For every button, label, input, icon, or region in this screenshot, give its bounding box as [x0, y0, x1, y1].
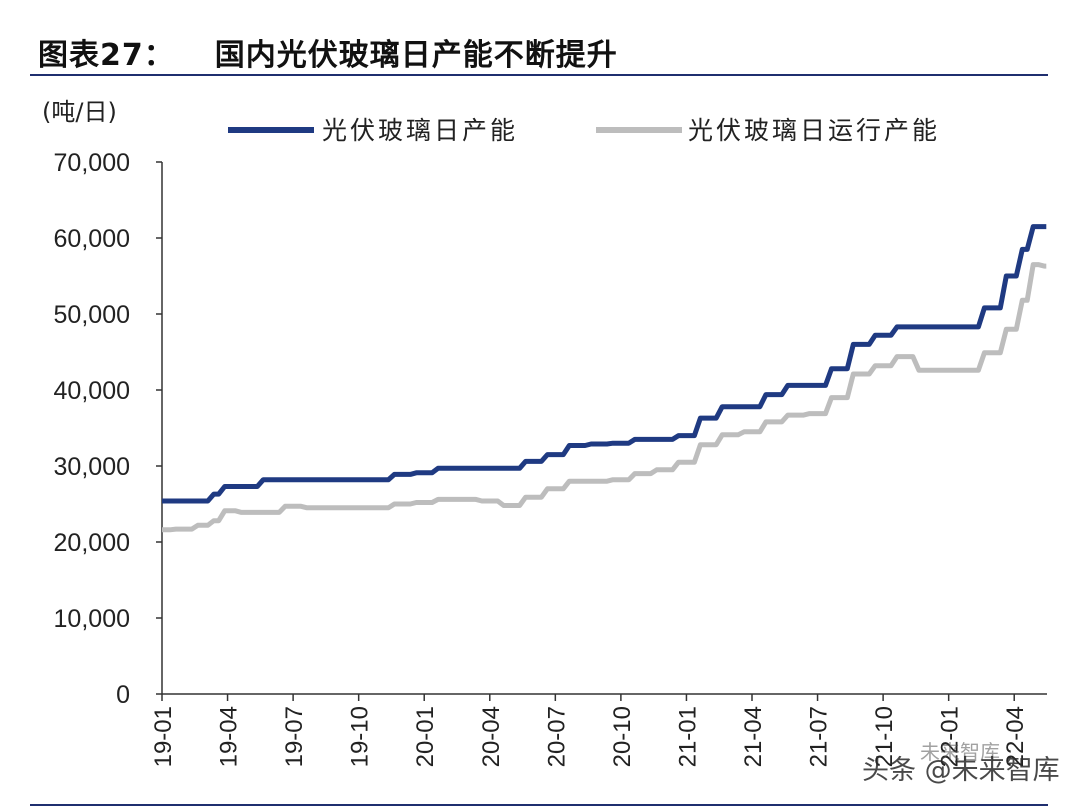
series-line-2: [162, 262, 1047, 533]
title-divider: [30, 74, 1048, 76]
legend-label-1: 光伏玻璃日产能: [322, 116, 518, 145]
y-tick-label: 20,000: [54, 529, 130, 557]
chart-lines: [162, 224, 1047, 533]
x-tick-label: 20-07: [543, 706, 570, 767]
x-tick-label: 22-01: [937, 706, 964, 767]
x-tick-label: 20-10: [609, 706, 636, 767]
figure-title-text: 国内光伏玻璃日产能不断提升: [214, 38, 618, 73]
x-tick-label: 19-10: [347, 706, 374, 767]
figure-title: 图表27： 国内光伏玻璃日产能不断提升: [38, 30, 618, 74]
x-tick-label: 21-10: [871, 706, 898, 767]
x-tick-label: 21-01: [674, 706, 701, 767]
watermark-text: 头条 @未来智库: [862, 755, 1060, 786]
y-tick-label: 40,000: [54, 377, 130, 405]
x-tick-label: 19-04: [216, 706, 243, 767]
x-tick-label: 20-01: [412, 706, 439, 767]
figure-label: 图表27：: [38, 38, 175, 73]
legend-label-2: 光伏玻璃日运行产能: [688, 116, 940, 145]
y-tick-label: 10,000: [54, 605, 130, 633]
watermark-overlay: 未来智库: [920, 740, 1000, 764]
x-tick-label: 21-04: [740, 706, 767, 767]
figure-header: 图表27： 国内光伏玻璃日产能不断提升: [0, 0, 1080, 78]
y-tick-label: 60,000: [54, 225, 130, 253]
chart-legend: 光伏玻璃日产能 光伏玻璃日运行产能: [228, 116, 940, 145]
x-tick-label: 19-07: [281, 706, 308, 767]
series-line-1: [162, 224, 1047, 504]
chart-axes: 0 10,000 20,000 30,000 40,000 50,000 60,000 70,…: [54, 149, 1047, 767]
x-tick-label: 21-07: [806, 706, 833, 767]
y-tick-label: 70,000: [54, 149, 130, 177]
y-unit-label: (吨/日): [42, 98, 117, 126]
x-tick-label: 20-04: [478, 706, 505, 767]
bottom-divider: [30, 804, 1048, 806]
x-tick-label: 19-01: [150, 706, 177, 767]
y-tick-label: 30,000: [54, 453, 130, 481]
y-tick-label: 0: [116, 681, 130, 709]
y-tick-label: 50,000: [54, 301, 130, 329]
x-tick-label: 22-04: [1002, 706, 1029, 767]
